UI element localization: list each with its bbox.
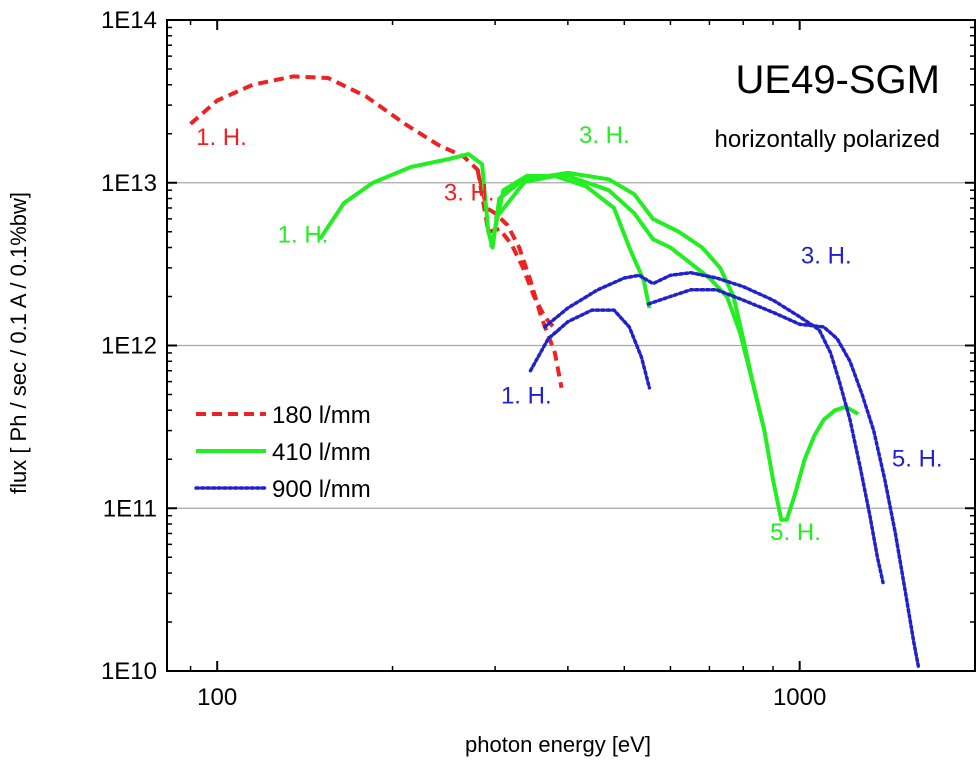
harmonic-label: 1. H.	[501, 383, 552, 410]
harmonic-label: 3. H.	[801, 242, 852, 269]
tick-labels: 1E10 1E11 1E12 1E13 1E14 100 1000	[101, 7, 826, 711]
y-tick-label: 1E13	[101, 170, 157, 197]
harmonic-labels: 1. H. 3. H. 1. H. 3. H. 5. H. 1. H. 3. H. 5. H.	[196, 122, 942, 546]
series-lines	[189, 74, 921, 670]
legend-label: 900 l/mm	[272, 476, 371, 503]
series-2-segment-3	[493, 170, 767, 432]
series-3-segment-2	[542, 270, 885, 585]
x-axis-title: photon energy [eV]	[465, 732, 651, 757]
x-tick-label: 1000	[773, 684, 826, 711]
y-tick-label: 1E11	[103, 495, 157, 522]
harmonic-label: 5. H.	[892, 446, 943, 473]
legend: 180 l/mm 410 l/mm 900 l/mm	[194, 402, 371, 503]
legend-label: 410 l/mm	[272, 439, 371, 466]
harmonic-label: 3. H.	[444, 179, 495, 206]
x-tick-label: 100	[197, 684, 237, 711]
axis-ticks	[167, 19, 975, 672]
legend-label: 180 l/mm	[272, 402, 371, 429]
harmonic-label: 5. H.	[770, 519, 821, 546]
series-1-segment-1	[189, 74, 564, 389]
harmonic-label: 1. H.	[278, 221, 329, 248]
y-tick-label: 1E12	[101, 333, 157, 360]
series-3-segment-3	[646, 288, 921, 670]
series-3-segment-1	[528, 308, 652, 390]
y-axis-title: flux [ Ph / sec / 0.1 A / 0.1%bw]	[6, 192, 31, 494]
harmonic-label: 3. H.	[579, 122, 630, 149]
harmonic-label: 1. H.	[196, 124, 247, 151]
chart-subtitle: horizontally polarized	[715, 126, 940, 153]
chart-title: UE49-SGM	[736, 58, 941, 102]
y-tick-label: 1E10	[101, 658, 157, 685]
y-tick-label: 1E14	[101, 7, 157, 34]
